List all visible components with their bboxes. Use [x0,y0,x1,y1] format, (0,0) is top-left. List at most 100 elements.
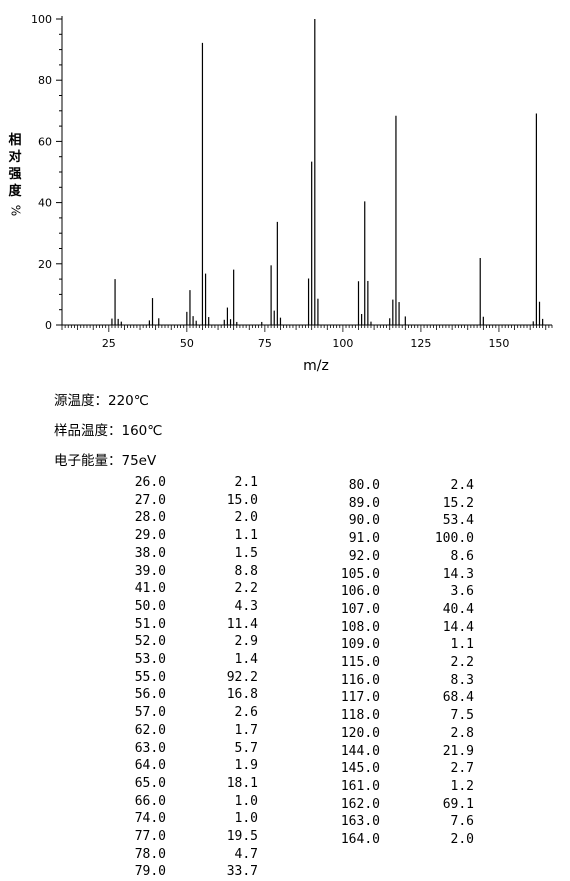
mz-value: 79.0 [134,864,166,880]
mz-value: 109.0 [340,637,380,653]
mz-value: 116.0 [340,672,380,688]
intensity-value: 21.9 [442,743,474,759]
y-tick-label: 80 [38,74,52,87]
intensity-value: 1.2 [450,778,474,794]
intensity-value: 7.5 [450,708,474,724]
intensity-value: 53.4 [442,513,474,529]
table-row: 55.0 92.2 [88,669,258,687]
intensity-value: 1.0 [234,793,258,809]
mz-value: 144.0 [340,743,380,759]
table-row: 51.0 11.4 [88,616,258,634]
intensity-value: 1.1 [450,637,474,653]
x-tick-label: 100 [332,337,353,350]
mz-value: 64.0 [134,758,166,774]
mz-value: 120.0 [340,725,380,741]
chart-axes [56,16,553,332]
mz-value: 38.0 [134,545,166,561]
mz-value: 62.0 [134,722,166,738]
table-row: 144.0 21.9 [320,743,474,761]
table-row: 89.0 15.2 [320,495,474,513]
intensity-value: 2.1 [234,475,258,490]
x-tick-label: 75 [258,337,272,350]
intensity-value: 18.1 [226,775,258,791]
tick-labels: 0 20 40 60 80 100 25 50 75 100 125 150 [31,13,509,350]
table-row: 162.0 69.1 [320,796,474,814]
intensity-value: 92.2 [226,669,258,685]
table-row: 29.0 1.1 [88,527,258,545]
y-axis-label-char: 强 [8,167,22,182]
y-tick-label: 20 [38,258,52,271]
mz-value: 41.0 [134,581,166,597]
mz-value: 28.0 [134,510,166,526]
intensity-value: 2.2 [450,655,474,671]
sample-temperature: 样品温度：160℃ [54,423,163,439]
table-row: 74.0 1.0 [88,810,258,828]
table-row: 118.0 7.5 [320,707,474,725]
y-tick-label: 40 [38,197,52,210]
table-row: 105.0 14.3 [320,566,474,584]
mz-value: 50.0 [134,598,166,614]
mz-value: 63.0 [134,740,166,756]
table-row: 117.0 68.4 [320,689,474,707]
mz-value: 51.0 [134,616,166,632]
mass-spectrum-chart: 0 20 40 60 80 100 25 50 75 100 125 150 m/z [31,13,553,374]
table-row: 38.0 1.5 [88,545,258,563]
mz-value: 90.0 [348,513,380,529]
intensity-value: 7.6 [450,814,474,830]
intensity-value: 33.7 [226,864,258,880]
x-tick-label: 150 [488,337,509,350]
intensity-value: 2.4 [450,478,474,493]
x-axis-label: m/z [303,358,329,374]
intensity-value: 2.7 [450,761,474,777]
y-axis-label-char: 相 [8,133,22,148]
mz-value: 65.0 [134,775,166,791]
mz-value: 117.0 [340,690,380,706]
table-row: 145.0 2.7 [320,760,474,778]
intensity-value: 1.7 [234,722,258,738]
mz-value: 118.0 [340,708,380,724]
intensity-value: 1.0 [234,811,258,827]
intensity-value: 2.9 [234,634,258,650]
intensity-value: 8.6 [450,548,474,564]
intensity-value: 11.4 [226,616,258,632]
mz-value: 52.0 [134,634,166,650]
intensity-value: 1.1 [234,528,258,544]
table-row: 77.0 19.5 [88,828,258,846]
table-row: 57.0 2.6 [88,704,258,722]
intensity-value: 2.8 [450,725,474,741]
intensity-value: 4.7 [234,846,258,862]
intensity-value: 8.3 [450,672,474,688]
x-tick-label: 25 [102,337,116,350]
table-row: 50.0 4.3 [88,598,258,616]
peak-table-left: 26.0 2.1 27.0 15.0 28.0 2.0 29.0 1.1 38.0 1.5 39.0… [88,474,258,881]
intensity-value: 16.8 [226,687,258,703]
y-axis-label: 相对强度 % [8,132,22,219]
intensity-value: 2.0 [450,832,474,848]
y-axis-unit: % [8,204,23,217]
mz-value: 92.0 [348,548,380,564]
table-row: 56.0 16.8 [88,686,258,704]
mz-value: 163.0 [340,814,380,830]
intensity-value: 68.4 [442,690,474,706]
table-row: 91.0 100.0 [320,530,474,548]
intensity-value: 2.2 [234,581,258,597]
table-row: 164.0 2.0 [320,831,474,849]
table-row: 28.0 2.0 [88,509,258,527]
mz-value: 57.0 [134,705,166,721]
peak-table-right: 80.0 2.4 89.0 15.2 90.0 53.4 91.0 100.0 92.0 8.6 1… [320,477,474,849]
mz-value: 105.0 [340,566,380,582]
acquisition-conditions: 源温度：220℃ 样品温度：160℃ 电子能量：75eV [54,386,162,476]
mz-value: 145.0 [340,761,380,777]
intensity-value: 40.4 [442,601,474,617]
intensity-value: 2.0 [234,510,258,526]
y-axis-label-text: 相对强度 [8,132,22,200]
electron-energy: 电子能量：75eV [54,453,157,469]
table-row: 26.0 2.1 [88,474,258,492]
mz-value: 89.0 [348,495,380,511]
mz-value: 162.0 [340,796,380,812]
table-row: 64.0 1.9 [88,757,258,775]
table-row: 108.0 14.4 [320,619,474,637]
mz-value: 106.0 [340,584,380,600]
table-row: 90.0 53.4 [320,512,474,530]
intensity-value: 2.6 [234,705,258,721]
